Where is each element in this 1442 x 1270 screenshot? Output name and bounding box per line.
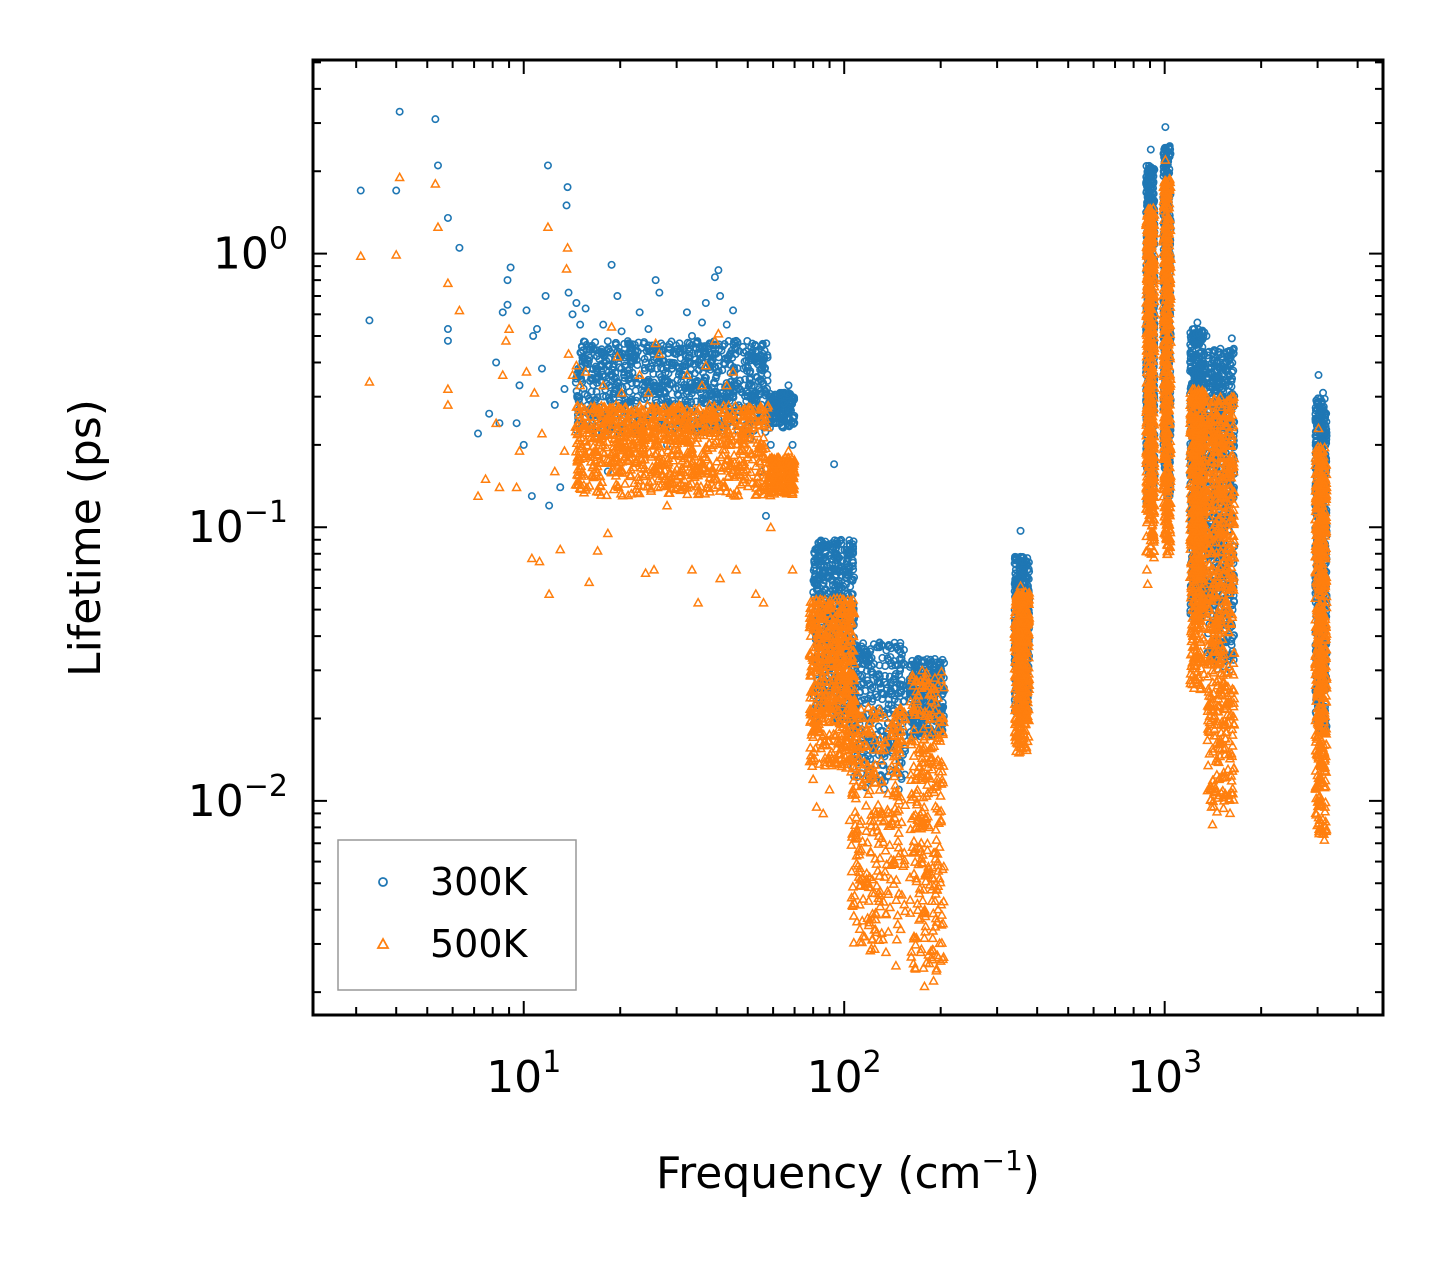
data-point-300k xyxy=(605,338,611,344)
